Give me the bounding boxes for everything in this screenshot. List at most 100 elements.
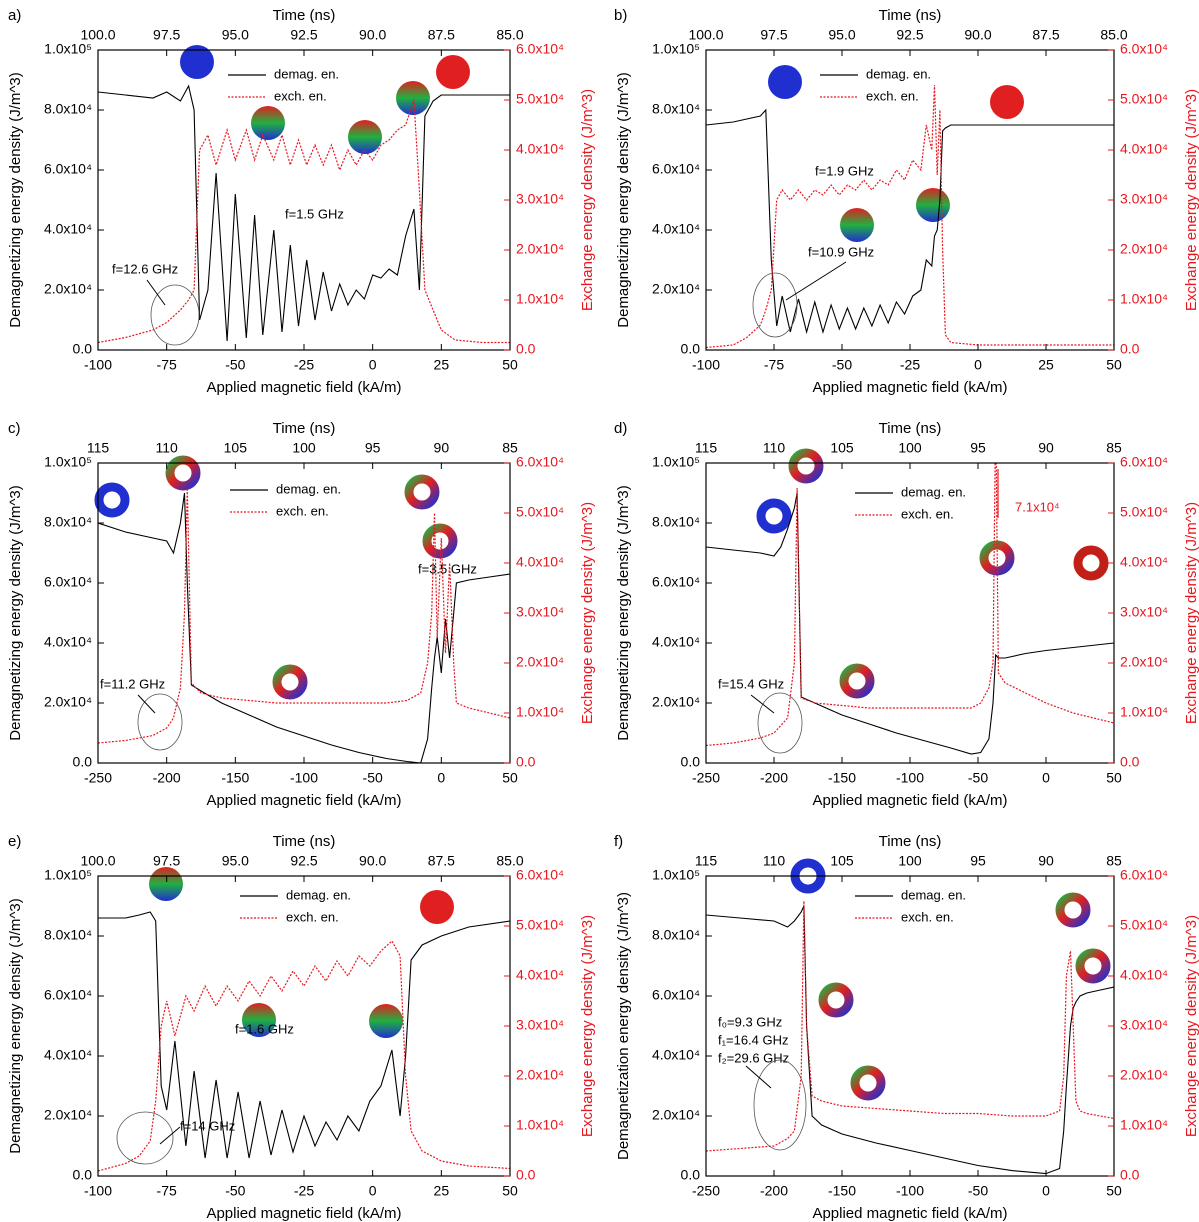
y-tick-label: 1.0x10⁵ [44,41,92,57]
x-tick-label: -75 [157,1183,177,1199]
y-tick-label: 1.0x10⁵ [652,867,700,883]
x-tick-label: -150 [221,770,249,786]
x-tick-label: -25 [294,1183,314,1199]
state-icon [916,188,950,222]
y-tick-label: 8.0x10⁴ [652,927,700,943]
y2-axis-label: Exchange energy density (J/m^3) [1183,502,1199,724]
x2-tick-label: 90.0 [964,27,991,43]
y2-tick-label: 6.0x10⁴ [1120,454,1168,470]
y2-tick-label: 1.0x10⁴ [516,704,564,720]
x-tick-label: 0 [369,357,377,373]
state-icon [149,867,183,901]
y2-tick-label: 4.0x10⁴ [1120,141,1168,157]
y-tick-label: 4.0x10⁴ [652,1047,700,1063]
x-tick-label: 0 [1042,770,1050,786]
y2-tick-label: 6.0x10⁴ [1120,41,1168,57]
y2-tick-label: 1.0x10⁴ [1120,1117,1168,1133]
x2-axis-label: Time (ns) [879,833,942,850]
y2-tick-label: 5.0x10⁴ [1120,917,1168,933]
annotation: f=10.9 GHz [808,244,874,259]
x-tick-label: 0 [1042,1183,1050,1199]
y2-tick-label: 5.0x10⁴ [516,504,564,520]
x2-tick-label: 85 [502,440,518,456]
panel: b) demag. en. exch. en. -100 -75 -50 -25 0 25 50 1… [614,7,1199,396]
x-tick-label: -25 [900,357,920,373]
series-line [98,911,510,1159]
state-icon [165,455,201,491]
x-tick-label: -100 [896,770,924,786]
x2-axis-label: Time (ns) [273,833,336,850]
y2-tick-label: 5.0x10⁴ [516,91,564,107]
y-tick-label: 2.0x10⁴ [652,1107,700,1123]
x-axis-label: Applied magnetic field (kA/m) [206,379,401,396]
annotation-arrow [785,261,847,301]
x-tick-label: 50 [502,1183,518,1199]
x2-tick-label: 90.0 [359,27,386,43]
x-tick-label: 25 [1038,357,1054,373]
series-line [706,108,1114,335]
state-icon [404,474,440,510]
state-icon [420,890,454,924]
y-tick-label: 6.0x10⁴ [44,987,92,1003]
x-tick-label: -75 [157,357,177,373]
y-tick-label: 8.0x10⁴ [44,927,92,943]
x2-tick-label: 90.0 [359,853,386,869]
y-tick-label: 0.0 [681,341,701,357]
y-tick-label: 6.0x10⁴ [44,161,92,177]
panel-label: f) [614,833,623,850]
x2-tick-label: 85.0 [496,27,523,43]
y2-tick-label: 2.0x10⁴ [516,654,564,670]
x-tick-label: -150 [828,1183,856,1199]
panel: c) demag. en. exch. en. -250 -200 -150 -100 -50… [7,420,596,809]
x2-axis-label: Time (ns) [879,420,942,437]
legend-label: exch. en. [286,909,339,924]
series-line [706,900,1114,1152]
y2-tick-label: 4.0x10⁴ [1120,554,1168,570]
highlight-ellipse [757,692,803,754]
y2-tick-label: 3.0x10⁴ [1120,191,1168,207]
legend-label: demag. en. [286,887,351,902]
y-axis-label: Demagnetizing energy density (J/m^3) [615,72,632,327]
state-icon [369,1004,403,1038]
y2-tick-label: 0.0 [1120,341,1140,357]
highlight-ellipse [137,693,183,751]
x2-tick-label: 97.5 [153,27,180,43]
y2-tick-label: 6.0x10⁴ [516,867,564,883]
y2-tick-label: 2.0x10⁴ [1120,241,1168,257]
y-tick-label: 4.0x10⁴ [652,634,700,650]
x2-tick-label: 92.5 [290,27,317,43]
x2-tick-label: 115 [695,853,718,869]
annotation: f=11.2 GHz [100,676,165,691]
x2-tick-label: 95.0 [222,853,249,869]
x-tick-label: -75 [764,357,784,373]
legend-label: demag. en. [274,66,339,81]
x-tick-label: -150 [828,770,856,786]
y2-tick-label: 3.0x10⁴ [1120,1017,1168,1033]
x2-tick-label: 95 [365,440,381,456]
annotation-arrow [146,279,166,306]
y-tick-label: 8.0x10⁴ [652,514,700,530]
legend-label: demag. en. [901,887,966,902]
x2-tick-label: 85 [1106,440,1122,456]
highlight-ellipse [752,272,798,338]
y2-tick-label: 3.0x10⁴ [516,1017,564,1033]
x2-tick-label: 90 [434,440,450,456]
y2-tick-label: 0.0 [516,1167,536,1183]
x-tick-label: -100 [84,1183,112,1199]
panel-label: e) [8,833,21,850]
x-tick-label: 0 [437,770,445,786]
legend-label: exch. en. [901,909,954,924]
x-axis-label: Applied magnetic field (kA/m) [812,379,1007,396]
y2-tick-label: 3.0x10⁴ [1120,604,1168,620]
x2-tick-label: 87.5 [428,853,455,869]
y-tick-label: 6.0x10⁴ [652,161,700,177]
legend-label: exch. en. [274,88,327,103]
legend-label: exch. en. [276,503,329,518]
y2-tick-label: 6.0x10⁴ [516,41,564,57]
highlight-ellipse [753,1059,807,1151]
x2-axis-label: Time (ns) [273,420,336,437]
x-tick-label: -50 [363,770,383,786]
y-tick-label: 4.0x10⁴ [44,1047,92,1063]
y2-tick-label: 3.0x10⁴ [516,191,564,207]
x2-axis-label: Time (ns) [273,7,336,24]
